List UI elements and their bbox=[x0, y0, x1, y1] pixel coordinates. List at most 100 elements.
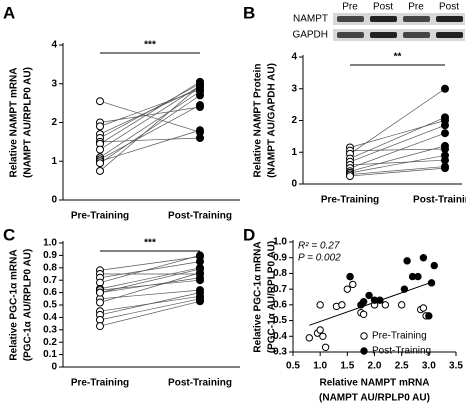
point bbox=[346, 172, 354, 181]
x-tick-label: 2.0 bbox=[368, 361, 382, 372]
blot-band bbox=[436, 16, 463, 22]
x-tick-label: 0.5 bbox=[286, 361, 300, 372]
point bbox=[196, 251, 204, 260]
pair-line bbox=[99, 106, 201, 123]
point bbox=[349, 280, 357, 289]
pair-line bbox=[99, 85, 201, 150]
y-tick-label: 4 bbox=[291, 52, 297, 63]
y-axis-title: Relative NAMPT Protein bbox=[253, 64, 264, 178]
blot-lane: Pre bbox=[408, 2, 424, 13]
point bbox=[316, 301, 324, 309]
point bbox=[441, 121, 449, 130]
pair-line bbox=[349, 88, 446, 155]
y-tick-label: 1.0 bbox=[273, 237, 287, 248]
point bbox=[359, 298, 368, 306]
y-tick-label: 4 bbox=[51, 40, 57, 51]
pair-line bbox=[349, 159, 446, 166]
y-tick-label: 0 bbox=[291, 179, 297, 190]
point bbox=[96, 145, 104, 154]
point bbox=[196, 126, 204, 135]
y-tick-label: 0.7 bbox=[43, 275, 57, 286]
y-tick-label: 0.6 bbox=[43, 287, 57, 298]
blot-band bbox=[403, 32, 430, 38]
y-tick-label: 3 bbox=[51, 78, 57, 89]
x-axis-title: Relative NAMPT mRNA bbox=[319, 378, 429, 389]
point bbox=[96, 288, 104, 297]
x-axis-title: (NAMPT AU/RPLP0 AU) bbox=[319, 393, 430, 404]
y-tick-label: 0.8 bbox=[273, 268, 287, 279]
point bbox=[343, 285, 352, 293]
y-axis-title: (PGC-1α AU/RPLP0 AU) bbox=[267, 241, 278, 353]
x-tick-label: 1.0 bbox=[313, 361, 327, 372]
blot-band bbox=[403, 16, 430, 22]
point bbox=[316, 326, 324, 334]
point bbox=[96, 166, 104, 175]
pair-line bbox=[349, 117, 446, 159]
x-tick-label: Post-Training bbox=[168, 378, 232, 389]
blot-background bbox=[333, 29, 465, 41]
y-tick-label: 0.6 bbox=[273, 299, 287, 310]
y-axis-title: Relative PGC-1α mRNA bbox=[253, 241, 264, 352]
pair-line bbox=[99, 95, 201, 164]
blot-band bbox=[370, 32, 397, 38]
annotation: R² = 0.27 bbox=[298, 241, 340, 252]
point bbox=[319, 332, 327, 340]
point bbox=[196, 101, 204, 110]
point bbox=[403, 257, 411, 265]
point bbox=[96, 298, 104, 307]
significance: *** bbox=[144, 40, 156, 51]
y-tick-label: 0.3 bbox=[43, 324, 57, 335]
y-tick-label: 0.1 bbox=[43, 349, 57, 360]
point bbox=[441, 141, 449, 150]
pair-line bbox=[99, 137, 201, 143]
y-tick-label: 0.9 bbox=[43, 250, 57, 261]
pair-line bbox=[99, 298, 201, 321]
point bbox=[427, 279, 436, 287]
significance: *** bbox=[144, 238, 156, 249]
point bbox=[196, 297, 204, 306]
y-tick-label: 0.7 bbox=[273, 284, 287, 295]
x-tick-label: Post-Training bbox=[413, 195, 466, 206]
pair-line bbox=[99, 91, 201, 158]
y-tick-label: 1 bbox=[291, 147, 297, 158]
pair-line bbox=[99, 255, 201, 284]
point bbox=[441, 164, 449, 173]
y-tick-label: 0.5 bbox=[43, 300, 57, 311]
point bbox=[441, 151, 449, 160]
pair-line bbox=[99, 272, 201, 303]
y-axis-title: Relative PGC-1α mRNA bbox=[9, 249, 20, 360]
point bbox=[365, 291, 373, 300]
y-tick-label: 0 bbox=[51, 195, 57, 206]
point bbox=[96, 322, 104, 331]
pair-line bbox=[99, 100, 201, 133]
x-tick-label: Post-Training bbox=[168, 211, 232, 222]
pair-line bbox=[349, 148, 446, 152]
point bbox=[196, 81, 204, 90]
y-tick-label: 1 bbox=[51, 156, 57, 167]
y-tick-label: 0.5 bbox=[273, 315, 287, 326]
blot-lane: Post bbox=[373, 2, 393, 13]
y-tick-label: 0.4 bbox=[273, 331, 287, 342]
y-tick-label: 0 bbox=[51, 362, 57, 373]
point bbox=[338, 301, 346, 309]
point bbox=[376, 296, 384, 304]
y-axis-title: (NAMPT AU/GAPDH AU) bbox=[267, 63, 278, 178]
pair-line bbox=[349, 145, 446, 172]
pair-line bbox=[349, 132, 446, 169]
panel-label: A bbox=[3, 3, 15, 22]
pair-line bbox=[99, 256, 201, 271]
x-tick-label: 2.5 bbox=[395, 361, 409, 372]
blot-lane: Pre bbox=[342, 2, 358, 13]
blot-row: GAPDH bbox=[292, 30, 328, 41]
point bbox=[425, 312, 433, 320]
point bbox=[96, 97, 104, 106]
point bbox=[196, 273, 204, 282]
pair-line bbox=[99, 300, 201, 327]
x-tick-label: Pre-Training bbox=[321, 195, 379, 206]
pair-line bbox=[99, 267, 201, 290]
legend-label: Pre-Training bbox=[372, 331, 427, 342]
point bbox=[321, 343, 330, 351]
point bbox=[441, 84, 449, 93]
pair-line bbox=[99, 85, 201, 172]
